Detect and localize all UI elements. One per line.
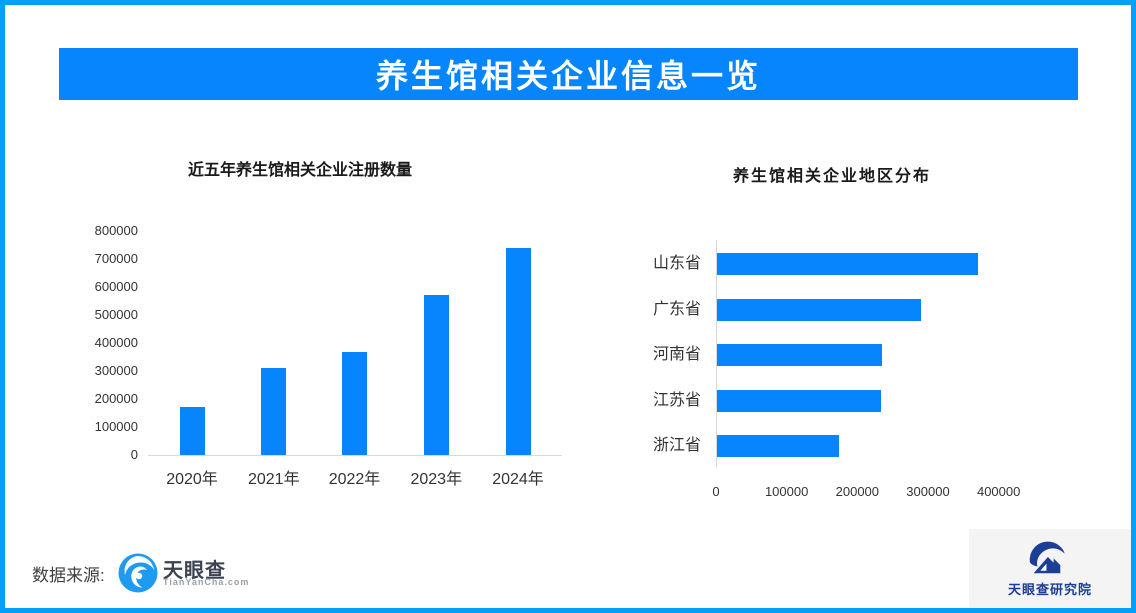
- x-category-label: 2024年: [492, 471, 544, 488]
- province-label: 河南省: [652, 346, 701, 364]
- y-tick-label: 700000: [94, 251, 138, 266]
- data-source-label: 数据来源:: [32, 566, 105, 585]
- y-tick-label: 200000: [94, 391, 138, 406]
- y-tick-label: 500000: [94, 307, 138, 322]
- y-tick-label: 0: [130, 447, 138, 462]
- x-tick-label: 100000: [764, 484, 809, 499]
- y-axis-line: [716, 240, 717, 467]
- x-axis-line: [148, 455, 562, 456]
- bar-2021年: [261, 368, 287, 455]
- y-tick-label: 800000: [94, 223, 138, 238]
- bar-2022年: [342, 351, 367, 455]
- bar-山东省: [717, 253, 979, 275]
- x-category-label: 2022年: [328, 471, 381, 488]
- bar-河南省: [717, 344, 883, 367]
- right-chart-title: 养生馆相关企业地区分布: [732, 168, 931, 185]
- y-tick-label: 100000: [94, 419, 138, 434]
- y-tick-label: 400000: [94, 335, 138, 350]
- left-chart-title: 近五年养生馆相关企业注册数量: [187, 162, 412, 179]
- research-institute-label: 天眼查研究院: [1007, 582, 1092, 597]
- title-banner: 养生馆相关企业信息一览: [59, 48, 1078, 100]
- page-title: 养生馆相关企业信息一览: [375, 58, 761, 94]
- province-label: 浙江省: [652, 437, 701, 455]
- x-category-label: 2020年: [166, 471, 218, 488]
- x-category-label: 2021年: [247, 471, 300, 488]
- x-category-label: 2023年: [410, 471, 463, 488]
- province-label: 江苏省: [652, 391, 701, 409]
- province-label: 广东省: [652, 300, 701, 318]
- research-institute-icon: [1025, 537, 1067, 577]
- province-label: 山东省: [652, 255, 701, 272]
- x-tick-label: 300000: [906, 484, 950, 499]
- tianyancha-domain-text: TianYanCha.com: [163, 577, 250, 587]
- tianyancha-logo-text: 天眼查: [163, 560, 226, 582]
- y-tick-label: 600000: [94, 279, 138, 294]
- tianyancha-eye-icon: [118, 553, 158, 593]
- x-tick-label: 200000: [835, 484, 880, 499]
- bar-广东省: [717, 298, 921, 321]
- x-tick-label: 400000: [976, 484, 1021, 499]
- bar-江苏省: [717, 389, 881, 412]
- bar-2023年: [423, 295, 449, 455]
- y-tick-label: 300000: [94, 363, 138, 378]
- bar-2024年: [505, 247, 531, 455]
- bar-浙江省: [717, 435, 840, 458]
- x-tick-label: 0: [712, 484, 720, 499]
- bar-2020年: [179, 407, 205, 455]
